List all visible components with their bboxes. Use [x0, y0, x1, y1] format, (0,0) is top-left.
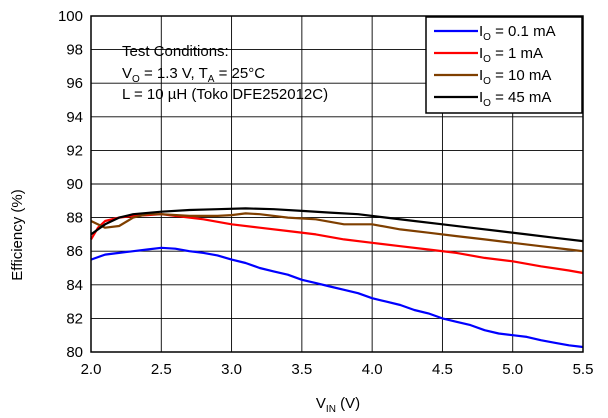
legend-label-3: IO = 10 mA: [479, 67, 551, 87]
y-tick-label: 98: [66, 42, 83, 59]
x-tick-label: 4.0: [362, 361, 383, 378]
series-line-4: [90, 207, 584, 243]
y-tick-label: 100: [58, 8, 83, 25]
annotation-line-1: Test Conditions:: [122, 43, 229, 60]
x-tick-label: 5.5: [573, 361, 594, 378]
x-tick-label: 2.0: [81, 361, 102, 378]
y-tick-label: 86: [66, 243, 83, 260]
y-tick-labels: 80 82 84 86 88 90 92 94 96 98 100: [58, 8, 83, 361]
series-line-2: [90, 213, 584, 275]
x-tick-label: 2.5: [151, 361, 172, 378]
x-tick-label: 4.5: [432, 361, 453, 378]
legend-label-2: IO = 1 mA: [479, 45, 543, 65]
plot-frame: [90, 15, 584, 353]
x-axis-title: VIN (V): [316, 395, 360, 415]
series-line-3: [90, 212, 584, 253]
x-tick-label: 5.0: [502, 361, 523, 378]
x-tick-labels: 2.0 2.5 3.0 3.5 4.0 4.5 5.0 5.5: [81, 361, 594, 378]
legend-label-4: IO = 45 mA: [479, 89, 551, 109]
y-axis-title: Efficiency (%): [9, 189, 26, 280]
y-tick-label: 94: [66, 109, 83, 126]
annotation-line-2: VO = 1.3 V, TA = 25°C: [122, 65, 265, 85]
series-line-1: [90, 246, 584, 349]
x-tick-label: 3.5: [291, 361, 312, 378]
annotation-line-3: L = 10 µH (Toko DFE252012C): [122, 86, 328, 103]
test-conditions-annotation: Test Conditions: VO = 1.3 V, TA = 25°C L…: [122, 43, 328, 103]
y-tick-label: 80: [66, 344, 83, 361]
y-tick-label: 90: [66, 176, 83, 193]
y-tick-label: 82: [66, 310, 83, 327]
y-tick-label: 84: [66, 277, 83, 294]
series-layer: [90, 207, 584, 349]
y-tick-label: 92: [66, 142, 83, 159]
legend-label-1: IO = 0.1 mA: [479, 23, 556, 43]
x-tick-label: 3.0: [221, 361, 242, 378]
y-tick-label: 96: [66, 75, 83, 92]
y-tick-label: 88: [66, 210, 83, 227]
